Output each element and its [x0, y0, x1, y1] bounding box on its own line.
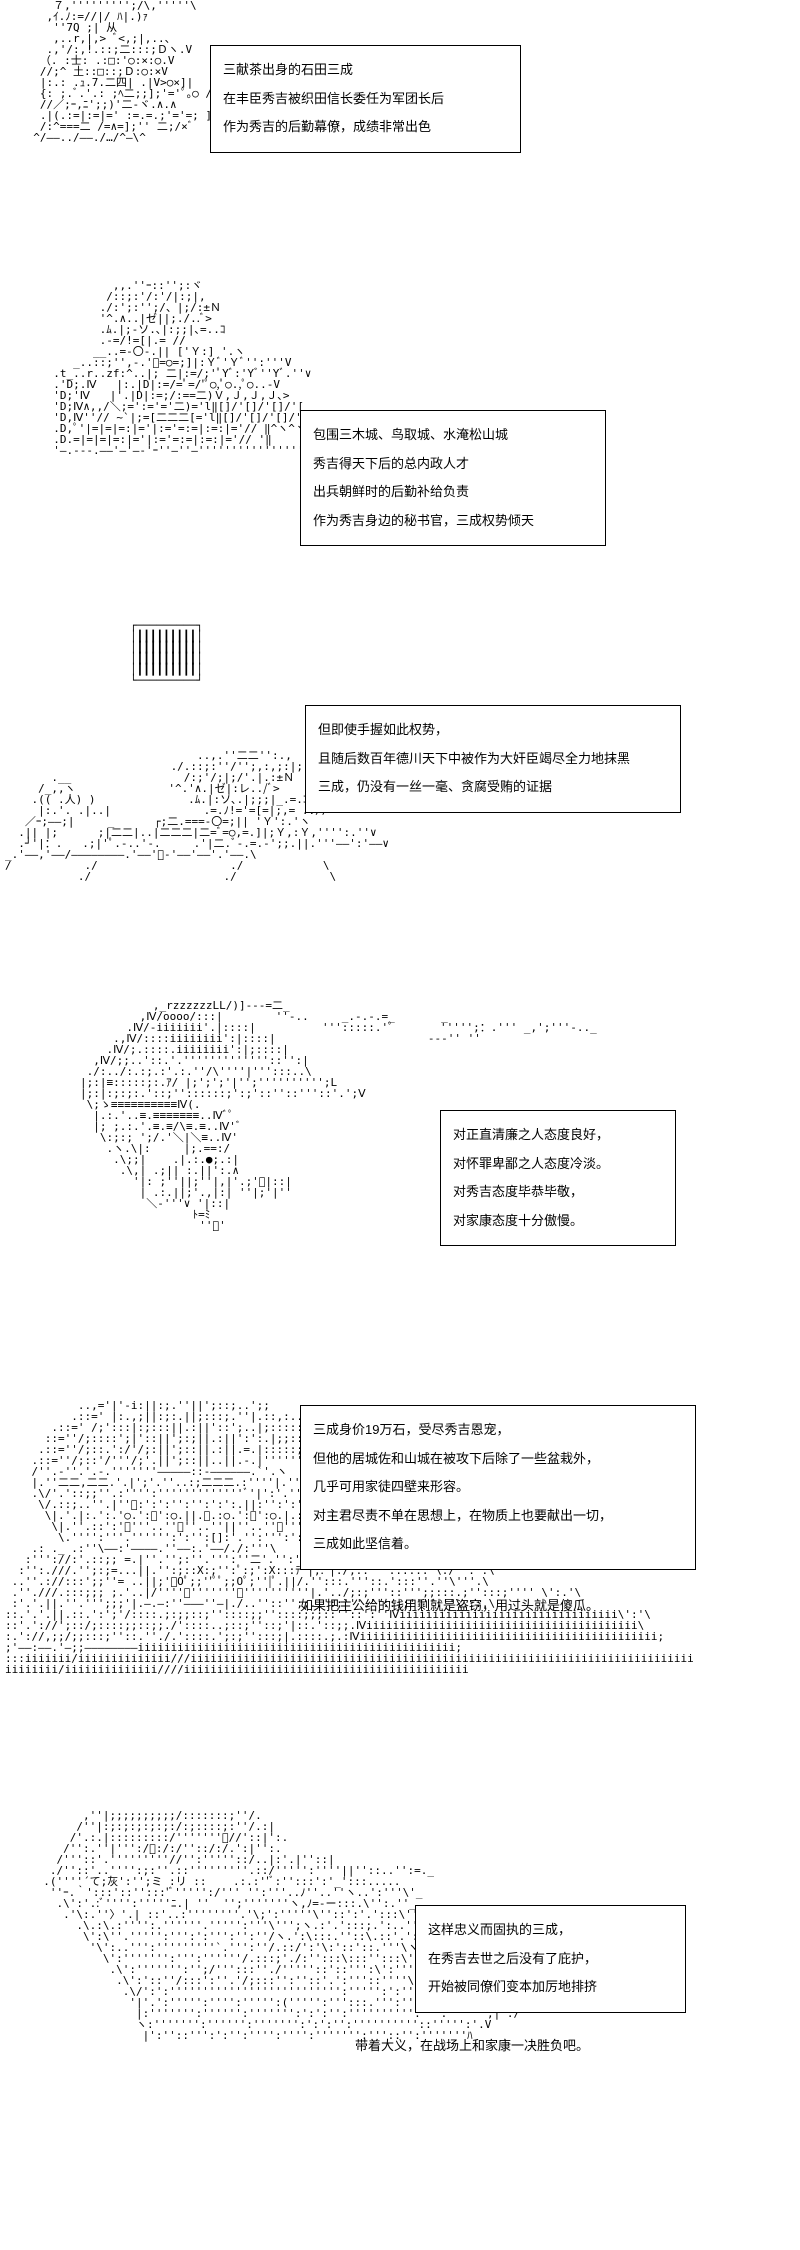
text-line: 对正直清廉之人态度良好，: [453, 1121, 663, 1150]
panel-6: ,''|;;;;;;;;;;/:::::::;''/. /''|:;:;:;:;…: [0, 1810, 800, 2250]
text-line: 作为秀吉身边的秘书官，三成权势倾天: [313, 507, 593, 536]
text-line: 三成如此坚信着。: [313, 1530, 683, 1559]
panel-2: ,,.''ｰ::'';:ヾ /::;:'/:'/|:;|, ./:';:'';/…: [0, 280, 800, 620]
textbox-2: 包围三木城、鸟取城、水淹松山城 秀吉得天下后的总内政人才 出兵朝鲜时的后勤补给负…: [300, 410, 606, 546]
text-line: 作为秀吉的后勤幕僚，成绩非常出色: [223, 113, 508, 142]
text-line: 包围三木城、鸟取城、水淹松山城: [313, 421, 593, 450]
panel-4: ,_rzzzzzzLL/)]-‐-=二_ ,Ⅳ/oooo/:::| ''‐.. …: [0, 1000, 800, 1400]
text-line: 几乎可用家徒四壁来形容。: [313, 1473, 683, 1502]
text-line: 且随后数百年德川天下中被作为大奸臣竭尽全力地抹黑: [318, 745, 668, 774]
text-line: 这样忠义而固执的三成，: [428, 1916, 673, 1945]
ascii-art-3: ┌─────────┐ │┃┃┃┃┃┃┃┃┃│ │┃┃┃┃┃┃┃┃┃│ │┃┃┃…: [130, 620, 203, 686]
panel-5: ..,='|'‐i:||:;.''||';::;..';; .::=' |:.,…: [0, 1400, 800, 1810]
text-line: 对怀罪卑鄙之人态度冷淡。: [453, 1150, 663, 1179]
text-line: 对主君尽责不单在思想上，在物质上也要献出一切，: [313, 1502, 683, 1531]
caption-5: 如果把主公给的钱用剩就是盗窃，用过头就是傻瓜。: [300, 1595, 599, 1614]
text-line: 对家康态度十分傲慢。: [453, 1207, 663, 1236]
text-line: 三成，仍没有一丝一毫、贪腐受贿的证据: [318, 773, 668, 802]
text-line: 三成身价19万石，受尽秀吉恩宠，: [313, 1416, 683, 1445]
text-line: 开始被同僚们变本加厉地排挤: [428, 1973, 673, 2002]
text-line: 但他的居城佐和山城在被攻下后除了一些盆栽外，: [313, 1445, 683, 1474]
textbox-5: 三成身价19万石，受尽秀吉恩宠， 但他的居城佐和山城在被攻下后除了一些盆栽外， …: [300, 1405, 696, 1570]
textbox-3: 但即使手握如此权势， 且随后数百年德川天下中被作为大奸臣竭尽全力地抹黑 三成，仍…: [305, 705, 681, 813]
caption-6: 带着大义，在战场上和家康一决胜负吧。: [355, 2035, 589, 2054]
text-line: 在丰臣秀吉被织田信长委任为军团长后: [223, 85, 508, 114]
panel-3: ┌─────────┐ │┃┃┃┃┃┃┃┃┃│ │┃┃┃┃┃┃┃┃┃│ │┃┃┃…: [0, 620, 800, 1000]
text-line: 在秀吉去世之后没有了庇护，: [428, 1945, 673, 1974]
text-line: 秀吉得天下后的总内政人才: [313, 450, 593, 479]
textbox-4: 对正直清廉之人态度良好， 对怀罪卑鄙之人态度冷淡。 对秀吉态度毕恭毕敬， 对家康…: [440, 1110, 676, 1246]
textbox-1: 三献茶出身的石田三成 在丰臣秀吉被织田信长委任为军团长后 作为秀吉的后勤幕僚，成…: [210, 45, 521, 153]
text-line: 出兵朝鲜时的后勤补给负责: [313, 478, 593, 507]
text-line: 三献茶出身的石田三成: [223, 56, 508, 85]
text-line: 对秀吉态度毕恭毕敬，: [453, 1178, 663, 1207]
panel-1: ７,''''''''';/\,'''''\ ,ｲ.ﾉ:=//|/ ﾊ|.)ｧ '…: [0, 0, 800, 280]
text-line: 但即使手握如此权势，: [318, 716, 668, 745]
textbox-6: 这样忠义而固执的三成， 在秀吉去世之后没有了庇护， 开始被同僚们变本加厉地排挤: [415, 1905, 686, 2013]
